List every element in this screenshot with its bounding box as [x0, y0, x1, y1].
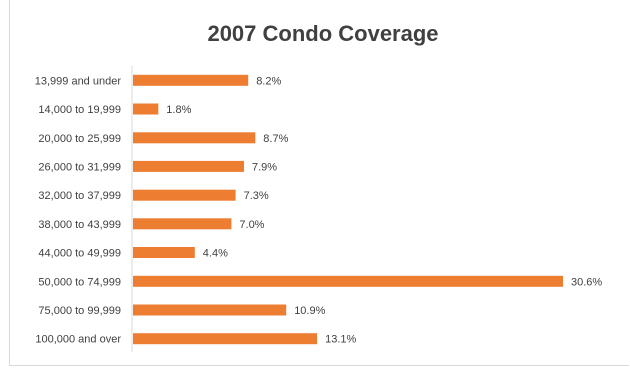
- category-tick-label: 14,000 to 19,999: [38, 104, 121, 116]
- chart-frame: [9, 0, 629, 366]
- bar: [133, 189, 236, 201]
- category-tick-label: 13,999 and under: [35, 75, 122, 87]
- category-tick-label: 20,000 to 25,999: [38, 133, 121, 145]
- bar: [133, 160, 244, 172]
- category-ticks: 13,999 and under 14,000 to 19,999 20,000 t…: [35, 75, 122, 345]
- bar: [133, 333, 318, 345]
- data-labels: 8.2% 1.8% 8.7% 7.9% 7.3% 7.0% 4.4% 30.6% 10.9% 13…: [166, 75, 602, 345]
- bar: [133, 74, 249, 86]
- bar: [133, 218, 232, 230]
- data-label: 30.6%: [571, 276, 602, 288]
- data-label: 8.7%: [263, 133, 288, 145]
- category-tick-label: 38,000 to 43,999: [38, 219, 121, 231]
- category-tick-label: 32,000 to 37,999: [38, 190, 121, 202]
- data-label: 4.4%: [203, 248, 228, 260]
- bar: [133, 275, 563, 287]
- category-tick-label: 26,000 to 31,999: [38, 161, 121, 173]
- data-label: 1.8%: [166, 104, 191, 116]
- data-label: 7.9%: [252, 161, 277, 173]
- data-label: 8.2%: [256, 75, 281, 87]
- chart-title: 2007 Condo Coverage: [207, 21, 438, 46]
- data-label: 10.9%: [294, 305, 325, 317]
- data-label: 7.0%: [239, 219, 264, 231]
- category-tick-label: 44,000 to 49,999: [38, 248, 121, 260]
- bar: [133, 247, 195, 258]
- bars-group: [133, 74, 563, 345]
- bar: [133, 304, 287, 316]
- bar: [133, 103, 159, 115]
- category-tick-label: 50,000 to 74,999: [38, 276, 121, 288]
- data-label: 13.1%: [325, 334, 356, 346]
- category-tick-label: 100,000 and over: [35, 334, 121, 346]
- bar: [133, 132, 256, 144]
- data-label: 7.3%: [244, 190, 269, 202]
- category-tick-label: 75,000 to 99,999: [38, 305, 121, 317]
